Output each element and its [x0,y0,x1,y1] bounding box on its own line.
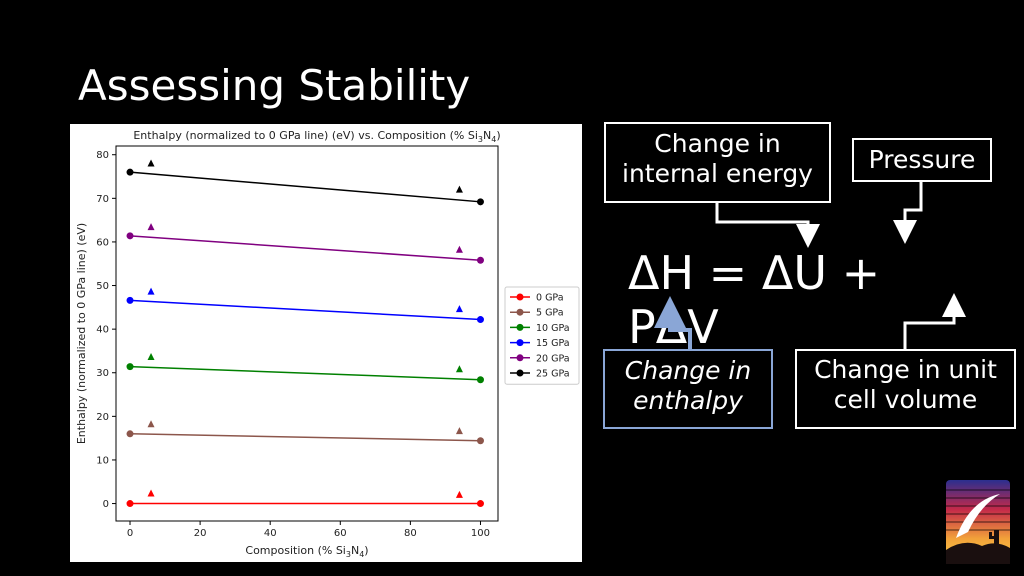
pressure-label: Pressure [868,145,976,174]
series-point [126,168,134,176]
arrow-cell-volume [903,293,966,349]
cell-volume-label-line2: cell volume [833,385,978,414]
legend-entry: 5 GPa [536,308,564,319]
internal-energy-label-line1: Change in [654,129,781,158]
chart-panel: Enthalpy (normalized to 0 GPa line) (eV)… [70,124,582,562]
series-triangle [455,490,463,498]
series-line [130,433,481,442]
series-point [476,376,484,384]
arrow-pressure [893,182,923,244]
series-line [129,365,481,381]
legend-swatch-marker [516,293,524,301]
series-triangle [147,287,155,295]
pressure-box: Pressure [852,138,992,182]
series-triangle [147,159,155,167]
y-tick-label: 10 [96,455,109,466]
legend-swatch-marker [516,339,524,347]
series-point [476,198,484,206]
slide-title: Assessing Stability [78,61,471,110]
y-tick-label: 20 [96,412,109,423]
series-triangle [455,185,463,193]
series-line [129,299,481,321]
equation-line1: ΔH = ΔU + [628,246,881,300]
x-axis-label: Composition (% Si3N4) [245,544,368,559]
cell-volume-box: Change in unit cell volume [795,349,1016,429]
x-tick-label: 0 [127,528,133,539]
legend-entry: 10 GPa [536,323,570,334]
series-triangle [147,353,155,361]
x-tick-label: 80 [404,528,417,539]
internal-energy-box: Change in internal energy [604,122,831,203]
series-point [476,437,484,445]
enthalpy-chart: Enthalpy (normalized to 0 GPa line) (eV)… [75,129,580,559]
series-triangle [455,365,463,373]
y-tick-label: 0 [103,499,109,510]
legend-swatch-marker [516,308,524,316]
y-tick-label: 70 [96,194,109,205]
cell-volume-label-line1: Change in unit [814,355,997,384]
legend-swatch-marker [516,323,524,331]
enthalpy-label-line2: enthalpy [633,386,743,415]
series-point [126,363,134,371]
enthalpy-box: Change in enthalpy [603,349,773,429]
series-point [476,500,484,508]
legend-swatch-marker [516,354,524,362]
series-triangle [147,223,155,231]
series-triangle [455,245,463,253]
x-tick-label: 100 [471,528,490,539]
x-tick-label: 40 [264,528,277,539]
series-point [126,500,134,508]
series-triangle [147,420,155,428]
y-tick-label: 60 [96,237,109,248]
series-line [129,235,481,261]
x-tick-label: 60 [334,528,347,539]
y-tick-label: 80 [96,150,109,161]
chart-title: Enthalpy (normalized to 0 GPa line) (eV)… [133,129,500,144]
legend-entry: 0 GPa [536,293,564,304]
y-tick-label: 30 [96,368,109,379]
legend-entry: 20 GPa [536,353,570,364]
y-axis-label: Enthalpy (normalized to 0 GPa line) (eV) [75,223,88,444]
arrow-enthalpy [654,296,692,349]
y-tick-label: 50 [96,281,109,292]
series-triangle [455,427,463,435]
enthalpy-label-line1: Change in [624,356,752,385]
series-point [476,256,484,264]
series-point [126,296,134,304]
series-triangle [147,489,155,497]
legend-box [504,286,580,385]
series-line [129,171,481,203]
enthalpy-equation: ΔH = ΔU + PΔV [628,246,928,354]
series-point [126,430,134,438]
legend-swatch-marker [516,369,524,377]
y-tick-label: 40 [96,325,109,336]
internal-energy-label-line2: internal energy [622,159,813,188]
series-triangle [455,305,463,313]
x-tick-label: 20 [194,528,207,539]
legend-entry: 15 GPa [536,338,570,349]
plot-frame [115,145,499,522]
legend-entry: 25 GPa [536,369,570,380]
logo-icon [946,480,1010,564]
arrow-internal-energy [715,203,820,248]
series-point [126,232,134,240]
series-point [476,316,484,324]
